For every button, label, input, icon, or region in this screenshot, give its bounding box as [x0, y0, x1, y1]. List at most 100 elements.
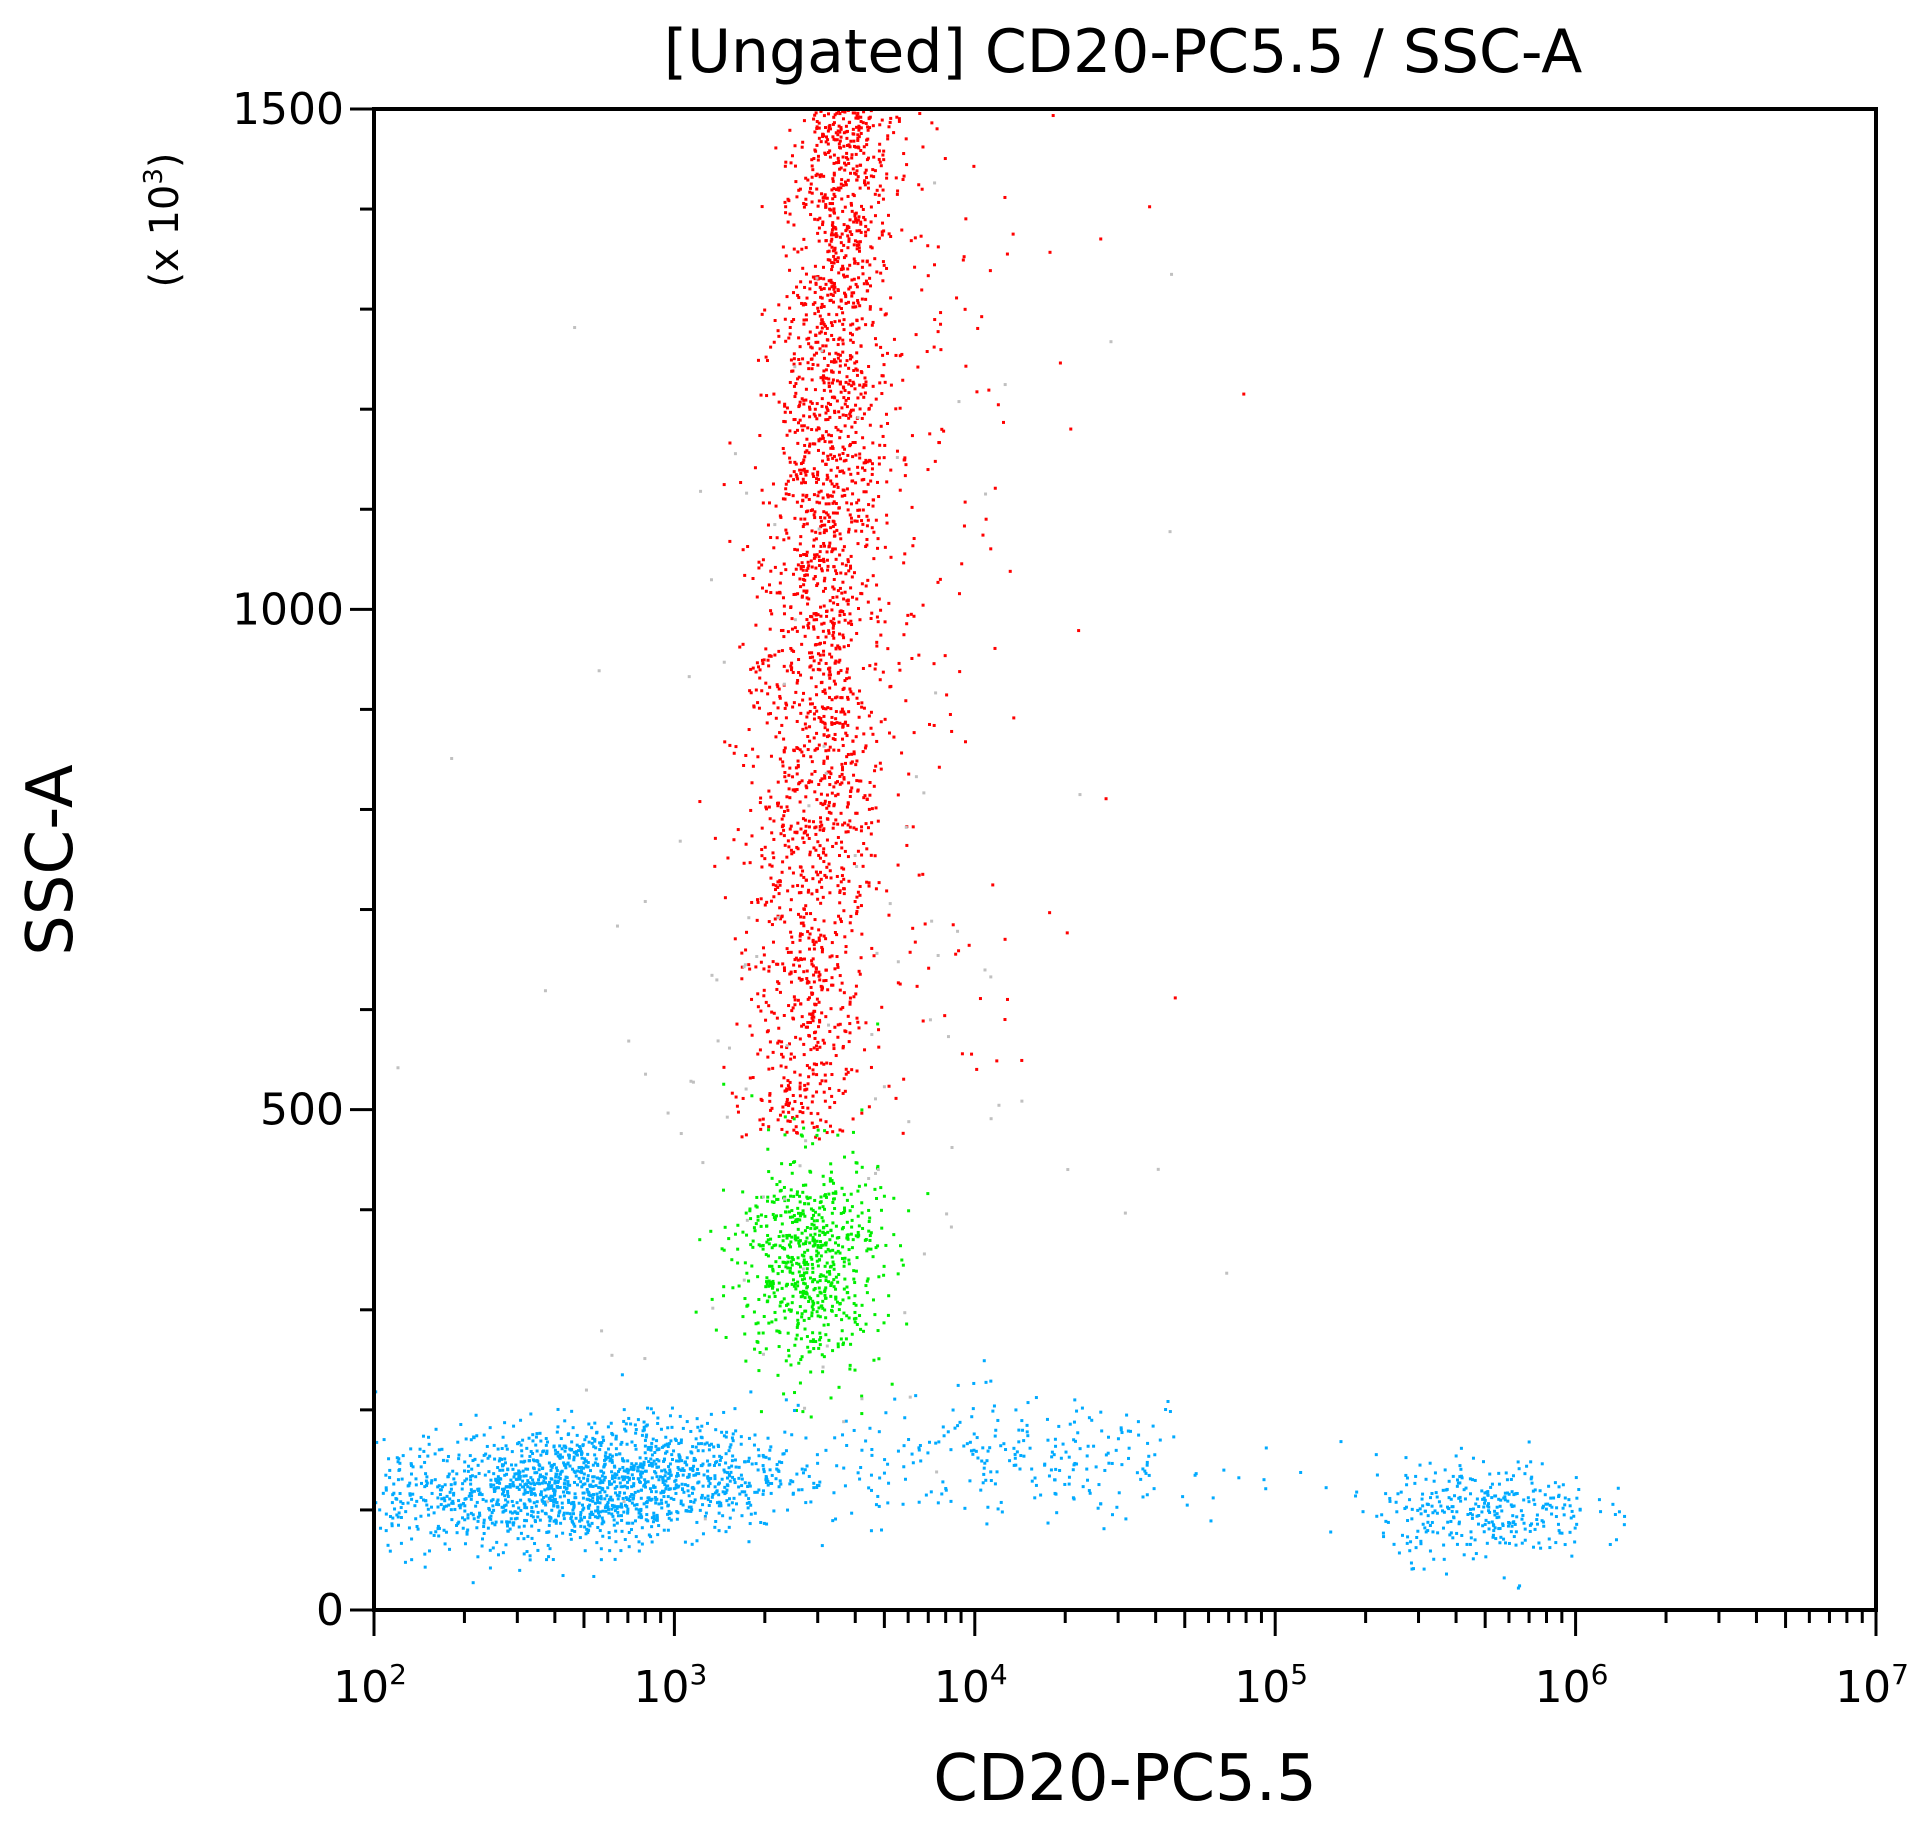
data-point — [878, 678, 882, 682]
data-point — [647, 1498, 651, 1502]
data-point — [882, 456, 886, 460]
data-point — [793, 1282, 797, 1286]
data-point — [594, 1446, 598, 1450]
data-point — [740, 977, 744, 981]
data-point — [833, 320, 837, 324]
data-point — [796, 1211, 800, 1215]
data-point — [529, 1489, 533, 1493]
data-point — [814, 174, 818, 178]
data-point — [492, 1483, 496, 1487]
data-point — [552, 1445, 556, 1449]
data-point — [895, 449, 899, 453]
data-point — [798, 748, 802, 752]
data-point — [786, 1260, 790, 1264]
data-point — [778, 917, 782, 921]
data-point — [867, 884, 871, 888]
data-point — [589, 1483, 593, 1487]
data-point — [822, 761, 826, 765]
data-point — [857, 514, 861, 518]
data-point — [701, 1462, 705, 1466]
data-point — [642, 1425, 646, 1429]
data-point — [835, 234, 839, 238]
data-point — [515, 1501, 519, 1505]
data-point — [482, 1453, 486, 1457]
data-point — [805, 786, 809, 790]
data-point — [872, 1358, 876, 1362]
data-point — [506, 1489, 510, 1493]
data-point — [778, 1256, 782, 1260]
data-point — [408, 1481, 412, 1485]
data-point — [557, 1514, 561, 1518]
data-point — [784, 568, 788, 572]
data-point — [760, 205, 764, 209]
data-point — [873, 667, 877, 671]
data-point — [530, 1536, 534, 1540]
data-point — [706, 1498, 710, 1502]
data-point — [838, 721, 842, 725]
data-point — [776, 880, 780, 884]
data-point — [468, 1454, 472, 1458]
data-point — [808, 1296, 812, 1300]
data-point — [837, 854, 841, 858]
data-point — [850, 291, 854, 295]
data-point — [840, 1318, 844, 1322]
data-point — [713, 1485, 717, 1489]
data-point — [788, 429, 792, 433]
data-point — [805, 912, 809, 916]
data-point — [778, 731, 782, 735]
data-point — [455, 1531, 459, 1535]
data-point — [810, 1314, 814, 1318]
data-point — [786, 479, 790, 483]
data-point — [384, 1486, 388, 1490]
data-point — [811, 1280, 815, 1284]
data-point — [632, 1484, 636, 1488]
data-point — [798, 577, 802, 581]
data-point — [430, 1491, 434, 1495]
data-point — [864, 297, 868, 301]
data-point — [836, 822, 840, 826]
data-point — [627, 1545, 631, 1549]
data-point — [964, 217, 968, 221]
data-point — [486, 1526, 490, 1530]
data-point — [801, 1242, 805, 1246]
data-point — [769, 754, 773, 758]
data-point — [780, 1045, 784, 1049]
data-point — [778, 1304, 782, 1308]
data-point — [796, 1323, 800, 1327]
data-point — [814, 1135, 818, 1139]
data-point — [827, 1192, 831, 1196]
data-point — [838, 974, 842, 978]
data-point — [769, 569, 773, 573]
data-point — [1439, 1504, 1443, 1508]
data-point — [768, 863, 772, 867]
data-point — [813, 790, 817, 794]
data-point — [911, 825, 915, 829]
data-point — [440, 1447, 444, 1451]
data-point — [610, 1498, 614, 1502]
data-point — [794, 391, 798, 395]
data-point — [858, 126, 862, 130]
data-point — [843, 110, 847, 114]
data-point — [846, 695, 850, 699]
data-point — [488, 1516, 492, 1520]
data-point — [804, 824, 808, 828]
data-point — [896, 189, 900, 193]
data-point — [567, 1491, 571, 1495]
data-point — [675, 1474, 679, 1478]
data-point — [881, 153, 885, 157]
data-point — [847, 161, 851, 165]
data-point — [589, 1511, 593, 1515]
data-point — [593, 1439, 597, 1443]
data-point — [845, 136, 849, 140]
data-point — [815, 325, 819, 329]
data-point — [669, 1496, 673, 1500]
data-point — [863, 376, 867, 380]
data-point — [811, 302, 815, 306]
data-point — [681, 1426, 685, 1430]
data-point — [748, 967, 752, 971]
data-point — [838, 988, 842, 992]
data-point — [835, 399, 839, 403]
data-point — [458, 1506, 462, 1510]
data-point — [767, 805, 771, 809]
data-point — [822, 579, 826, 583]
